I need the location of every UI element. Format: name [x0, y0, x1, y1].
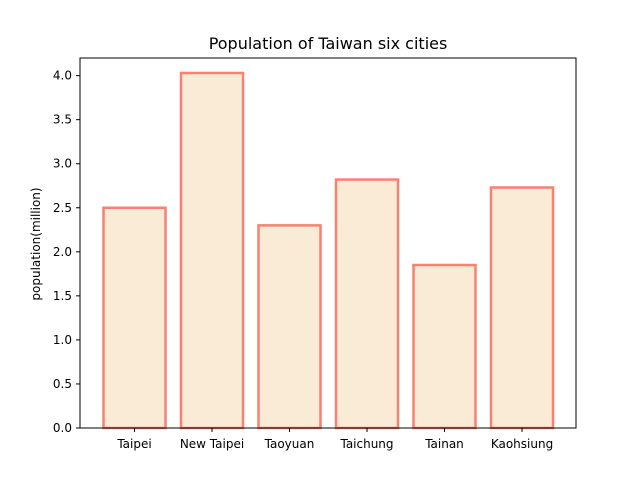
bar-taichung	[334, 178, 400, 430]
bars-group	[102, 71, 555, 430]
bar-taipei	[102, 206, 167, 430]
bar-kaohsiung	[489, 186, 555, 430]
x-tick-label: Tainan	[424, 437, 464, 451]
x-tick-label: Taipei	[116, 437, 151, 451]
y-tick-label: 1.0	[53, 333, 72, 347]
plot-frame	[79, 57, 577, 429]
x-tick-label: Kaohsiung	[491, 437, 553, 451]
chart-title: Population of Taiwan six cities	[209, 34, 448, 53]
bar-taoyuan	[257, 224, 322, 430]
y-tick-label: 1.5	[53, 289, 72, 303]
y-tick-label: 2.5	[53, 201, 72, 215]
x-tick-label: Taichung	[339, 437, 393, 451]
y-tick-label: 0.0	[53, 421, 72, 435]
x-ticks-group: Taipei New Taipei Taoyuan Taichung Tainan Kao…	[116, 428, 553, 451]
y-tick-label: 3.0	[53, 157, 72, 171]
y-ticks-group: 0.0 0.5 1.0 1.5 2.0 2.5 3.0 3.5 4.0	[53, 69, 80, 435]
y-tick-label: 2.0	[53, 245, 72, 259]
x-tick-label: Taoyuan	[264, 437, 315, 451]
y-tick-label: 3.5	[53, 113, 72, 127]
bar-new-taipei	[179, 71, 245, 430]
bar-tainan	[412, 263, 477, 430]
y-axis-label: population(million)	[29, 187, 43, 300]
y-tick-label: 4.0	[53, 69, 72, 83]
y-tick-label: 0.5	[53, 377, 72, 391]
x-tick-label: New Taipei	[180, 437, 244, 451]
